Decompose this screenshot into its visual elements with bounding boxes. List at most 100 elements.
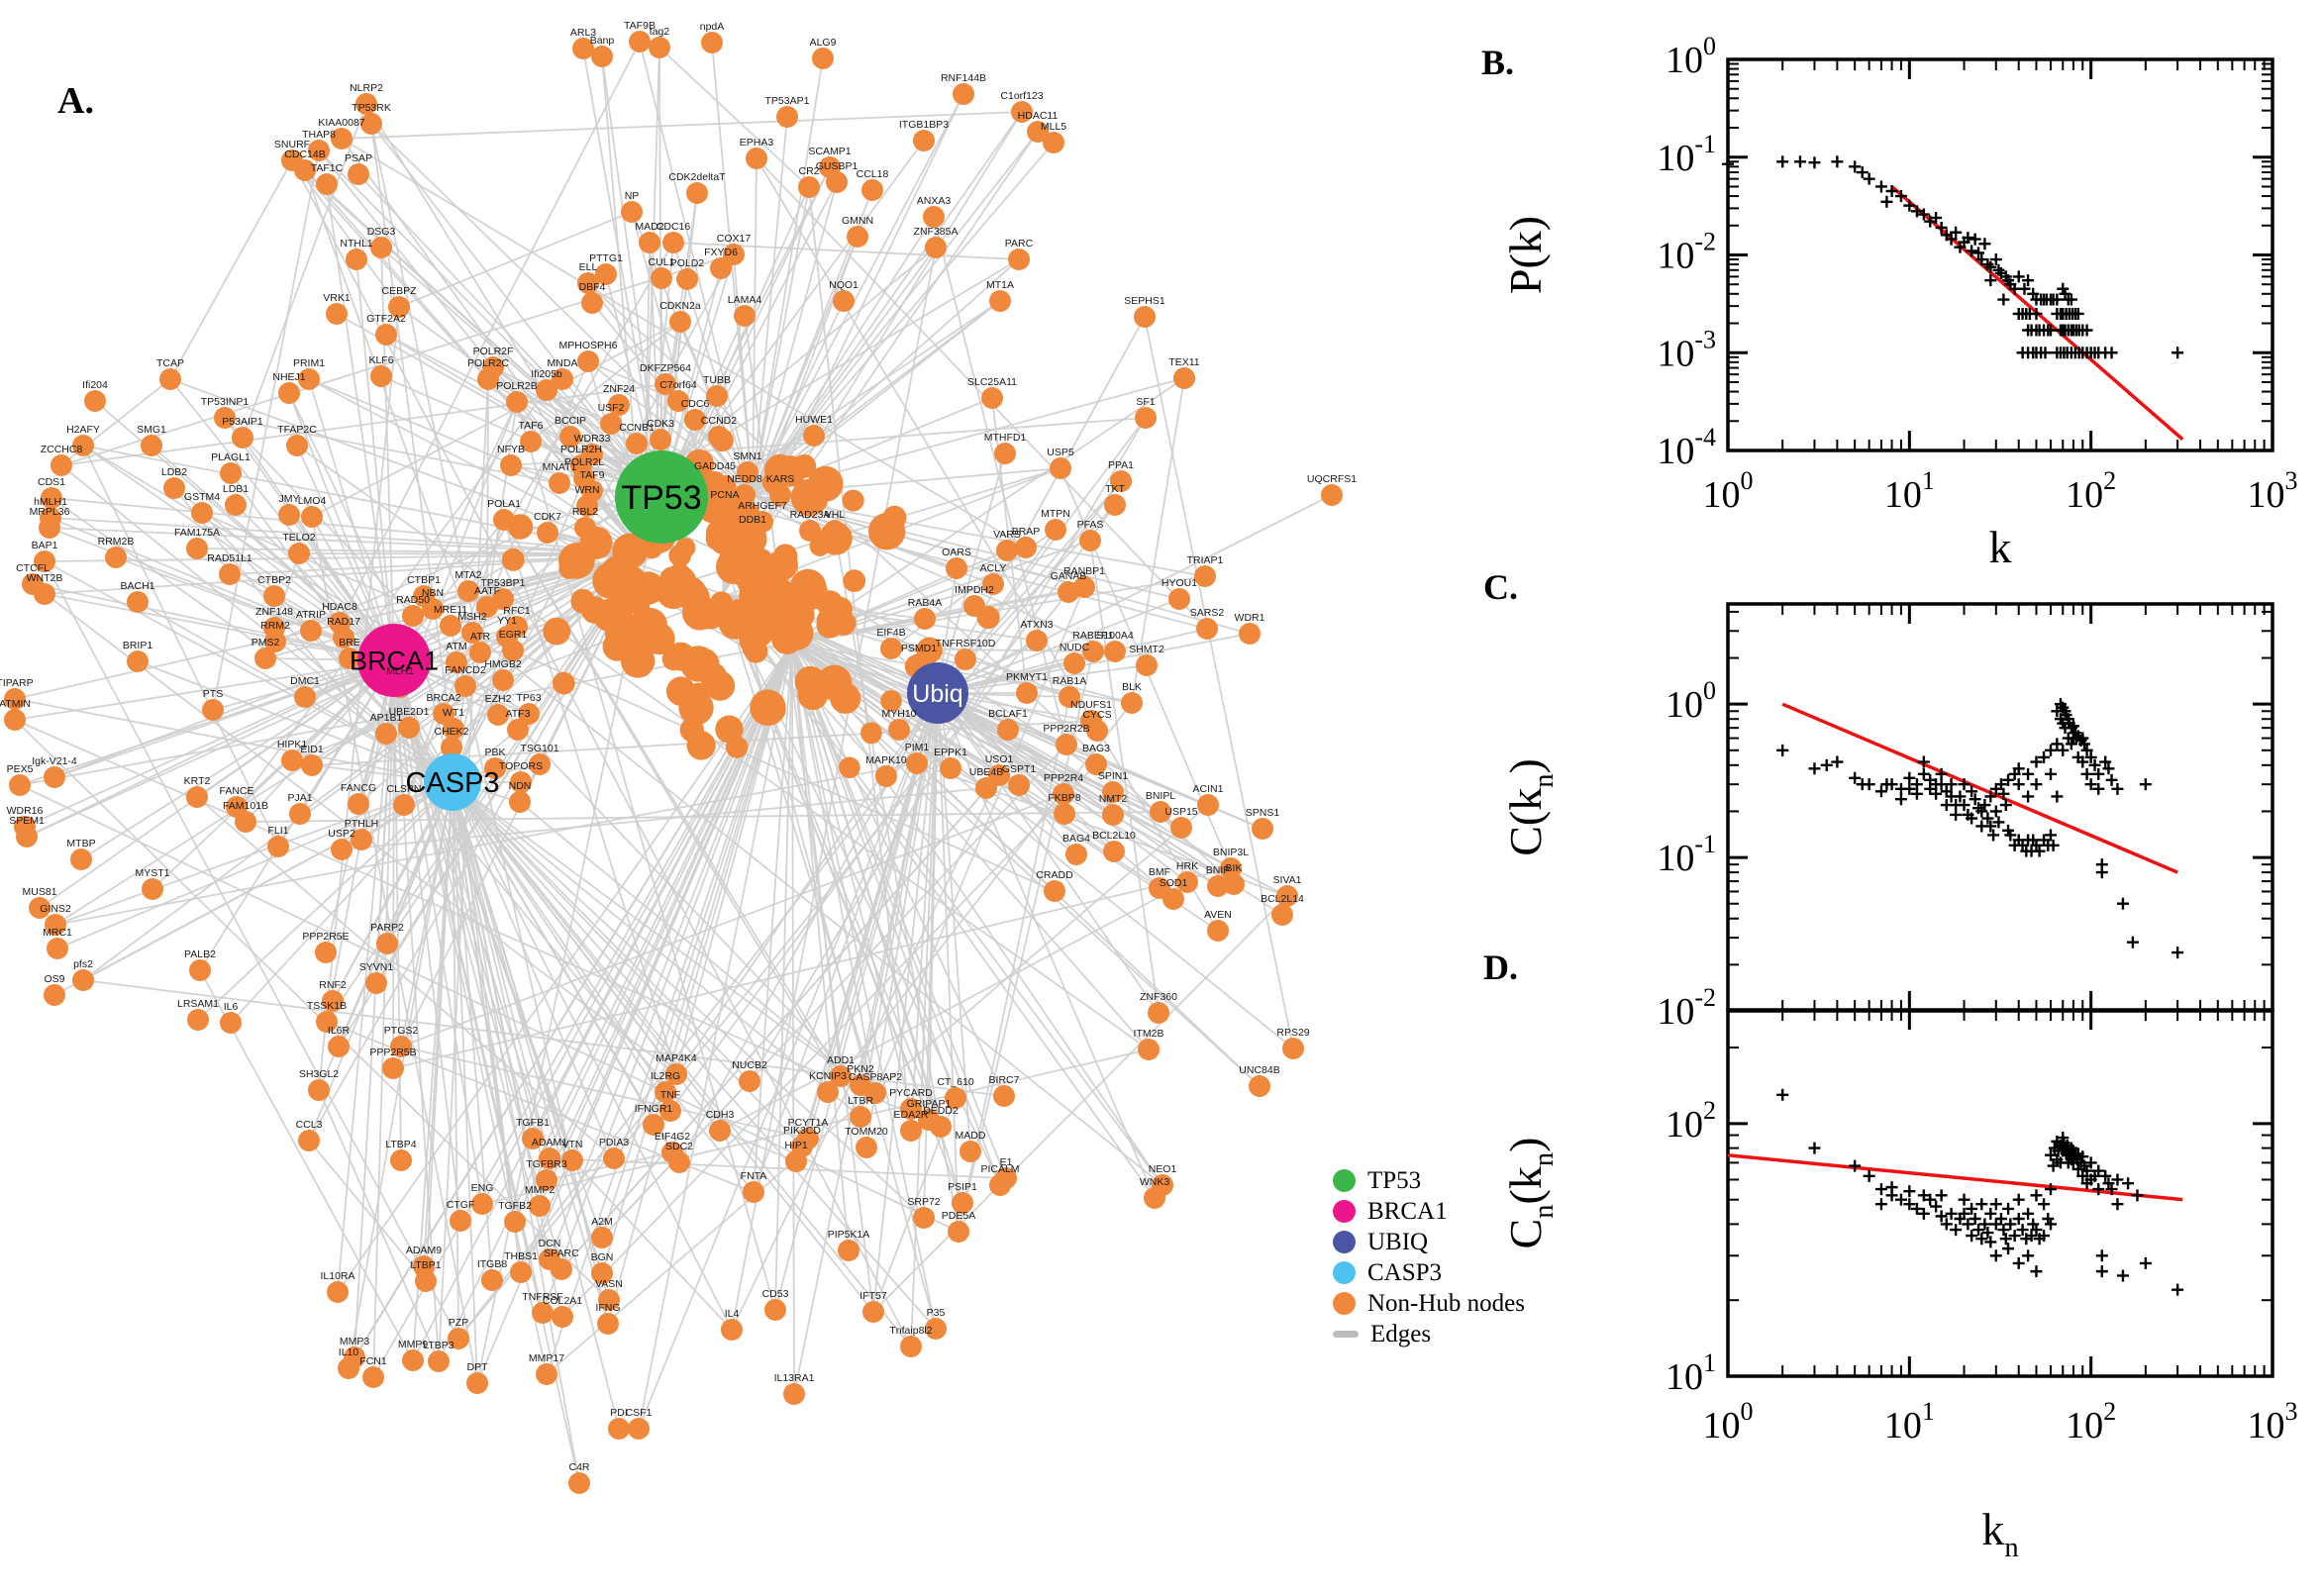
network-node[interactable]	[803, 425, 825, 447]
network-node[interactable]	[84, 390, 106, 412]
network-node[interactable]	[1015, 537, 1037, 558]
network-node[interactable]	[1103, 841, 1125, 862]
network-node[interactable]	[457, 580, 479, 602]
network-node[interactable]	[186, 786, 208, 808]
network-node[interactable]	[612, 533, 649, 569]
network-node[interactable]	[838, 1240, 859, 1261]
network-node[interactable]	[1168, 588, 1190, 610]
network-node[interactable]	[549, 472, 570, 494]
network-node[interactable]	[189, 959, 211, 981]
network-node[interactable]	[776, 106, 798, 128]
network-node[interactable]	[592, 598, 627, 632]
network-node[interactable]	[900, 1120, 922, 1142]
network-node[interactable]	[1016, 682, 1038, 704]
network-node[interactable]	[1110, 470, 1132, 492]
network-node[interactable]	[382, 1057, 404, 1079]
network-node[interactable]	[502, 640, 524, 661]
network-node[interactable]	[232, 427, 253, 449]
network-node[interactable]	[1104, 641, 1126, 662]
network-node[interactable]	[643, 1114, 664, 1136]
network-node[interactable]	[286, 435, 308, 456]
network-node[interactable]	[186, 538, 208, 559]
network-node[interactable]	[1223, 873, 1245, 895]
network-node[interactable]	[765, 700, 786, 721]
network-node[interactable]	[953, 83, 974, 105]
network-node[interactable]	[1138, 1039, 1160, 1060]
network-node[interactable]	[1276, 885, 1298, 907]
network-node[interactable]	[559, 426, 581, 448]
network-node[interactable]	[1058, 581, 1079, 603]
network-node[interactable]	[676, 268, 698, 290]
network-node[interactable]	[994, 443, 1016, 464]
network-node[interactable]	[799, 520, 821, 542]
network-node[interactable]	[655, 373, 676, 395]
network-node[interactable]	[952, 1192, 973, 1214]
network-node[interactable]	[522, 1128, 544, 1149]
network-node[interactable]	[993, 1085, 1015, 1107]
network-node[interactable]	[742, 525, 763, 547]
hub-casp3[interactable]: CASP3	[405, 753, 500, 811]
network-node[interactable]	[159, 368, 181, 390]
network-node[interactable]	[316, 173, 338, 195]
network-node[interactable]	[572, 38, 594, 59]
network-node[interactable]	[281, 150, 303, 171]
network-node[interactable]	[298, 1130, 320, 1151]
network-node[interactable]	[714, 500, 736, 522]
network-node[interactable]	[484, 757, 506, 779]
network-node[interactable]	[41, 487, 62, 509]
network-node[interactable]	[592, 561, 630, 599]
network-node[interactable]	[1252, 818, 1273, 840]
network-node[interactable]	[529, 1195, 551, 1217]
network-node[interactable]	[506, 391, 528, 413]
network-node[interactable]	[600, 413, 622, 435]
network-node[interactable]	[1282, 1038, 1304, 1059]
network-node[interactable]	[617, 565, 647, 595]
network-node[interactable]	[446, 651, 467, 673]
network-node[interactable]	[333, 627, 354, 648]
network-node[interactable]	[443, 718, 464, 740]
network-node[interactable]	[577, 350, 599, 372]
network-node[interactable]	[214, 407, 236, 429]
hub-ubiq[interactable]: Ubiq	[907, 662, 968, 724]
network-node[interactable]	[454, 675, 476, 697]
network-node[interactable]	[298, 368, 320, 390]
network-node[interactable]	[365, 972, 387, 994]
network-node[interactable]	[348, 793, 369, 815]
network-node[interactable]	[315, 942, 337, 963]
network-node[interactable]	[766, 577, 790, 601]
network-node[interactable]	[628, 1418, 650, 1440]
network-node[interactable]	[376, 933, 398, 954]
network-node[interactable]	[481, 1269, 503, 1291]
hub-brca1[interactable]: BRCA1	[350, 624, 439, 697]
network-node[interactable]	[608, 1418, 630, 1440]
network-node[interactable]	[44, 766, 65, 788]
network-node[interactable]	[322, 990, 344, 1012]
network-node[interactable]	[669, 311, 691, 333]
network-node[interactable]	[510, 771, 532, 793]
network-node[interactable]	[723, 244, 745, 265]
network-node[interactable]	[562, 543, 594, 574]
network-node[interactable]	[764, 1299, 786, 1321]
network-node[interactable]	[736, 564, 767, 596]
network-node[interactable]	[1196, 618, 1218, 640]
network-node[interactable]	[1044, 880, 1065, 902]
network-node[interactable]	[839, 756, 860, 779]
network-node[interactable]	[536, 1363, 557, 1385]
network-node[interactable]	[191, 502, 213, 524]
network-node[interactable]	[591, 1227, 613, 1248]
network-node[interactable]	[847, 226, 868, 248]
network-node[interactable]	[441, 737, 462, 758]
network-node[interactable]	[370, 365, 392, 387]
network-node[interactable]	[476, 596, 498, 618]
network-node[interactable]	[543, 617, 571, 646]
network-node[interactable]	[975, 777, 997, 799]
network-node[interactable]	[701, 32, 723, 53]
network-node[interactable]	[739, 1070, 760, 1092]
network-node[interactable]	[621, 201, 643, 223]
network-node[interactable]	[1079, 530, 1101, 551]
network-node[interactable]	[348, 163, 369, 185]
network-node[interactable]	[826, 171, 848, 193]
network-node[interactable]	[574, 517, 596, 539]
network-node[interactable]	[402, 1349, 424, 1371]
network-node[interactable]	[861, 179, 883, 201]
